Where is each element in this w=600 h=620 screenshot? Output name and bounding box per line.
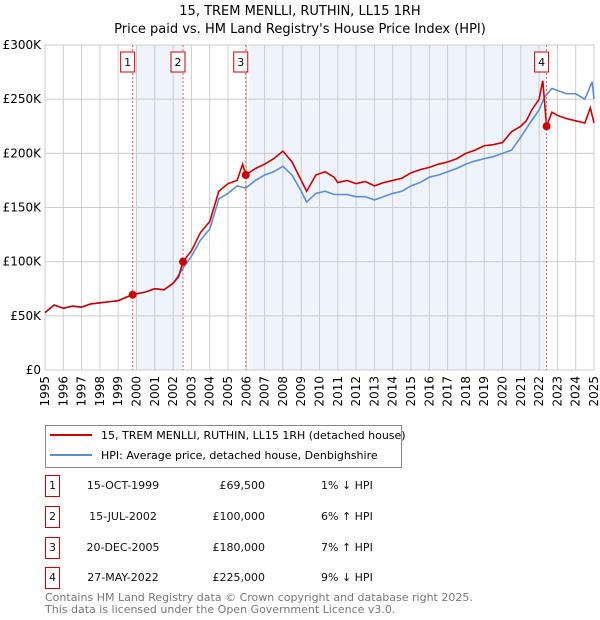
y-tick-label: £200K	[3, 146, 43, 160]
x-tick-label: 2008	[276, 376, 290, 407]
x-tick-label: 2010	[313, 376, 327, 407]
property-price-line	[44, 80, 595, 314]
sale-number-box	[233, 51, 249, 73]
sale-hpi-diff: 1% ↓ HPI	[321, 479, 373, 492]
sale-hpi-diff: 9% ↓ HPI	[321, 571, 373, 584]
x-tick-label: 2006	[239, 376, 253, 407]
x-tick-label: 2002	[166, 376, 180, 407]
legend-border	[45, 425, 402, 468]
x-tick-label: 1999	[111, 376, 125, 407]
x-tick-label: 2014	[386, 376, 400, 407]
sale-price: £225,000	[212, 571, 266, 584]
x-tick-label: 2018	[459, 376, 473, 407]
x-tick-label: 2004	[203, 376, 217, 407]
sale-point	[241, 171, 250, 179]
sale-number-badge: 1	[45, 475, 60, 497]
y-tick-label: £250K	[3, 92, 43, 106]
x-tick-label: 2005	[221, 376, 235, 407]
x-tick-label: 2009	[294, 376, 308, 407]
sale-row: 2 15-JUL-2002 £100,000 6% ↑ HPI	[45, 506, 405, 528]
y-tick-label: £300K	[3, 38, 43, 52]
x-tick-label: 2016	[422, 376, 436, 407]
x-tick-label: 1995	[38, 376, 52, 407]
x-tick-label: 2001	[148, 376, 162, 407]
sale-date: 15-JUL-2002	[89, 510, 157, 523]
chart-title: 15, TREM MENLLI, RUTHIN, LL15 1RH	[179, 4, 420, 19]
y-tick-label: £150K	[3, 201, 43, 215]
x-tick-label: 2013	[367, 376, 381, 407]
sale-hpi-diff: 6% ↑ HPI	[321, 510, 373, 523]
sale-number-label: 1	[124, 56, 131, 69]
y-tick-label: £100K	[3, 255, 43, 269]
x-tick-label: 2007	[258, 376, 272, 407]
x-tick-label: 2024	[569, 376, 583, 407]
x-tick-label: 2019	[477, 376, 491, 407]
sale-number-label: 3	[237, 56, 244, 69]
sale-row: 4 27-MAY-2022 £225,000 9% ↓ HPI	[45, 567, 405, 589]
x-tick-label: 2025	[587, 376, 600, 407]
sale-date: 27-MAY-2022	[87, 571, 159, 584]
legend-label-hpi: HPI: Average price, detached house, Denb…	[101, 449, 378, 462]
sale-hpi-diff: 7% ↑ HPI	[321, 541, 373, 554]
footer-copyright: Contains HM Land Registry data © Crown c…	[45, 591, 473, 604]
footer-licence: This data is licensed under the Open Gov…	[45, 603, 396, 616]
sale-price: £100,000	[212, 510, 266, 523]
x-tick-label: 2011	[331, 376, 345, 407]
price-chart: 15, TREM MENLLI, RUTHIN, LL15 1RH Price …	[3, 4, 600, 407]
sale-date: 15-OCT-1999	[86, 479, 160, 492]
sale-number-badge: 4	[45, 567, 60, 589]
legend-label-property: 15, TREM MENLLI, RUTHIN, LL15 1RH (detac…	[101, 429, 406, 442]
sale-date: 20-DEC-2005	[86, 541, 160, 554]
sale-number-box	[170, 51, 186, 73]
sale-number-box	[120, 51, 136, 73]
x-tick-label: 1998	[93, 376, 107, 407]
x-tick-label: 1996	[56, 376, 70, 407]
sale-row: 3 20-DEC-2005 £180,000 7% ↑ HPI	[45, 537, 405, 559]
sale-point	[178, 257, 187, 266]
sale-number-badge: 2	[45, 506, 60, 528]
x-tick-label: 2017	[441, 376, 455, 407]
x-tick-label: 2023	[550, 376, 564, 407]
x-tick-label: 2015	[404, 376, 418, 407]
sale-row: 1 15-OCT-1999 £69,500 1% ↓ HPI	[45, 475, 405, 497]
sale-number-label: 4	[538, 56, 545, 69]
sale-number-box	[534, 51, 550, 73]
x-tick-label: 1997	[75, 376, 89, 407]
chart-subtitle: Price paid vs. HM Land Registry's House …	[114, 22, 486, 37]
sale-price: £69,500	[219, 479, 266, 492]
x-tick-label: 2000	[130, 376, 144, 407]
x-tick-label: 2022	[532, 376, 546, 407]
x-tick-label: 2021	[514, 376, 528, 407]
sale-price: £180,000	[212, 541, 266, 554]
sale-number-label: 2	[174, 56, 181, 69]
x-tick-label: 2012	[349, 376, 363, 407]
y-tick-label: £50K	[10, 309, 42, 323]
legend-box: 15, TREM MENLLI, RUTHIN, LL15 1RH (detac…	[45, 425, 406, 468]
sale-point	[542, 122, 551, 131]
footer: Contains HM Land Registry data © Crown c…	[45, 592, 473, 616]
sale-number-badge: 3	[45, 537, 60, 559]
x-tick-label: 2020	[496, 376, 510, 407]
x-tick-label: 2003	[184, 376, 198, 407]
sale-point	[128, 290, 137, 299]
plot-border	[44, 44, 595, 371]
y-tick-label: £0	[26, 363, 41, 377]
